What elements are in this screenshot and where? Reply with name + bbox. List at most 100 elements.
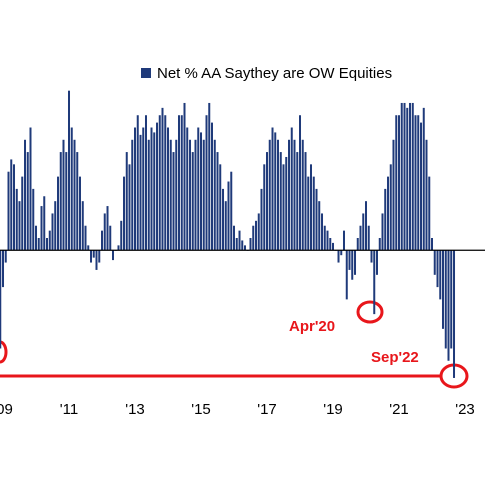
bar <box>304 152 307 251</box>
bar <box>243 245 246 251</box>
bar <box>205 115 208 251</box>
bar <box>450 250 453 349</box>
bar <box>403 102 406 251</box>
bar <box>213 139 216 251</box>
bar <box>81 201 84 251</box>
bar <box>398 115 401 251</box>
annotation: Sep'22 <box>371 349 419 366</box>
bar <box>252 225 255 251</box>
bar <box>326 230 329 251</box>
bar <box>158 115 161 251</box>
bar <box>177 115 180 251</box>
bar <box>318 201 321 251</box>
bar <box>400 102 403 251</box>
bar <box>276 139 279 251</box>
bar <box>62 139 65 251</box>
bar <box>153 132 156 251</box>
bar <box>425 139 428 251</box>
x-tick-label: '09 <box>0 401 13 418</box>
bar <box>389 164 392 251</box>
bar <box>73 139 76 251</box>
annotation: Apr'20 <box>289 318 335 335</box>
bar <box>359 225 362 251</box>
bar <box>414 115 417 251</box>
bar <box>309 164 312 251</box>
bar <box>32 188 35 251</box>
bar <box>12 164 15 251</box>
bar <box>395 115 398 251</box>
bar <box>208 102 211 251</box>
bar <box>433 250 436 275</box>
bar <box>216 152 219 251</box>
bar <box>293 139 296 251</box>
bar <box>384 188 387 251</box>
bar <box>95 250 98 270</box>
bar <box>444 250 447 349</box>
x-tick-label: '15 <box>191 401 211 418</box>
bar <box>109 225 112 251</box>
bar <box>439 250 442 300</box>
bar <box>241 240 244 251</box>
bar <box>260 188 263 251</box>
bar <box>296 152 299 251</box>
bar <box>117 245 120 251</box>
bar <box>255 220 258 251</box>
bar <box>197 127 200 251</box>
bar <box>40 206 43 251</box>
highlight-circle <box>356 300 384 324</box>
bar <box>222 188 225 251</box>
bar <box>106 206 109 251</box>
bar <box>191 152 194 251</box>
bar <box>299 115 302 251</box>
bar <box>45 238 48 251</box>
bar <box>68 90 71 251</box>
bar <box>128 164 131 251</box>
bar <box>156 122 159 251</box>
bar <box>408 102 411 251</box>
bar <box>54 201 57 251</box>
bar <box>90 250 93 263</box>
bar <box>290 127 293 251</box>
bar <box>136 115 139 251</box>
bar <box>282 164 285 251</box>
legend-swatch <box>141 68 151 78</box>
bar <box>167 127 170 251</box>
bar <box>169 139 172 251</box>
bar <box>235 238 238 251</box>
bar <box>59 152 62 251</box>
bar <box>436 250 439 288</box>
x-tick-label: '23 <box>455 401 475 418</box>
bar <box>43 196 46 251</box>
bar <box>210 122 213 251</box>
bar <box>18 201 21 251</box>
bar <box>4 250 7 263</box>
bar <box>381 213 384 251</box>
bar <box>103 213 106 251</box>
bar <box>354 250 357 275</box>
bar <box>2 250 5 288</box>
bar <box>249 238 252 251</box>
bar <box>417 115 420 251</box>
bar <box>312 176 315 251</box>
bar <box>125 152 128 251</box>
x-tick-label: '21 <box>389 401 409 418</box>
bar <box>219 164 222 251</box>
bar <box>233 225 236 251</box>
bar <box>175 139 178 251</box>
bar <box>202 139 205 251</box>
bar <box>164 115 167 251</box>
bar <box>78 176 81 251</box>
bar <box>266 152 269 251</box>
bar <box>147 139 150 251</box>
bar <box>35 225 38 251</box>
bar <box>172 152 175 251</box>
bar <box>29 127 32 251</box>
bar <box>342 230 345 251</box>
x-tick-label: '17 <box>257 401 277 418</box>
bar <box>65 152 68 251</box>
highlight-circle <box>0 340 8 364</box>
bar <box>134 127 137 251</box>
bar <box>70 127 73 251</box>
bar <box>15 188 18 251</box>
x-tick-label: '13 <box>125 401 145 418</box>
